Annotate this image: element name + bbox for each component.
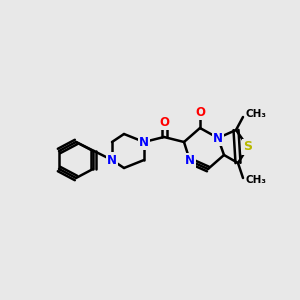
Text: O: O bbox=[159, 116, 169, 128]
Text: N: N bbox=[107, 154, 117, 166]
Text: CH₃: CH₃ bbox=[246, 109, 267, 119]
Text: N: N bbox=[139, 136, 149, 148]
Text: N: N bbox=[213, 131, 223, 145]
Text: N: N bbox=[185, 154, 195, 167]
Text: CH₃: CH₃ bbox=[246, 175, 267, 185]
Text: S: S bbox=[244, 140, 253, 154]
Text: O: O bbox=[195, 106, 205, 118]
